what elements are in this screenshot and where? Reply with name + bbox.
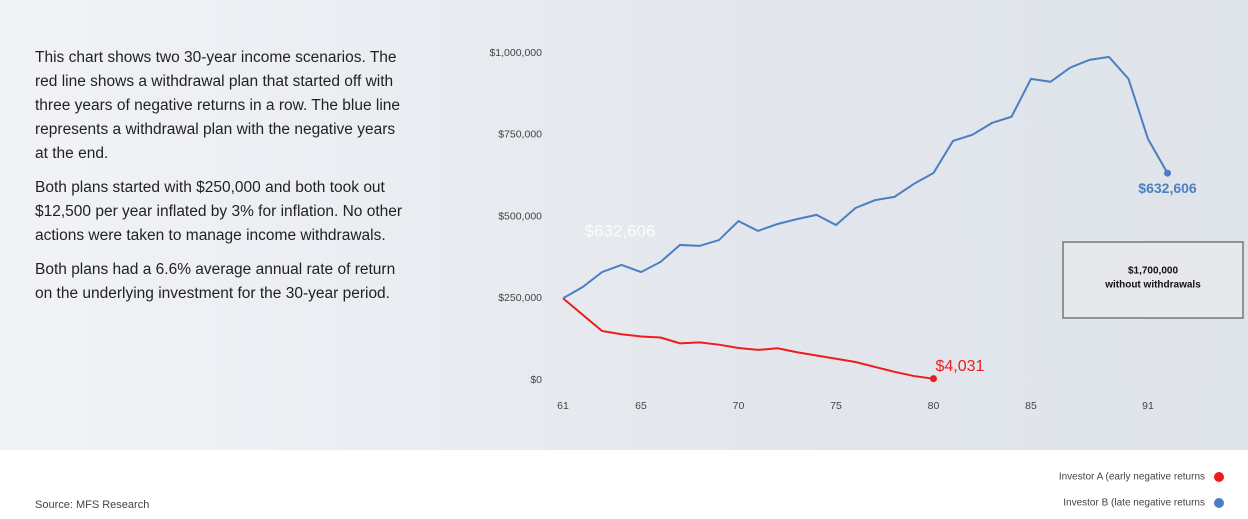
value-label: $4,031	[936, 358, 985, 375]
x-tick-label: 80	[928, 400, 940, 412]
annotation-box	[1062, 241, 1244, 319]
x-tick-label: 75	[830, 400, 842, 412]
legend-marker	[1214, 472, 1224, 482]
x-tick-label: 70	[733, 400, 745, 412]
x-tick-label: 91	[1142, 400, 1154, 412]
x-tick-label: 85	[1025, 400, 1037, 412]
annotation: without withdrawals	[1104, 280, 1201, 291]
source: Source: MFS Research	[35, 499, 149, 511]
series-line	[562, 55, 1169, 300]
x-tick-label: 65	[635, 400, 647, 412]
annotation: $1,700,000	[1128, 266, 1178, 277]
paragraph: Both plans started with $250,000 and bot…	[35, 179, 403, 244]
legend-label: Investor A (early negative returns	[1059, 472, 1205, 483]
series-line	[562, 297, 934, 380]
value-label: $632,606	[1138, 180, 1197, 196]
paragraph: Both plans had a 6.6% average annual rat…	[35, 261, 396, 302]
legend-label: Investor B (late negative returns	[1063, 498, 1205, 509]
x-tick-label: 61	[557, 400, 569, 412]
y-tick-label: $250,000	[498, 292, 542, 304]
end-point	[930, 375, 937, 383]
paragraph: This chart shows two 30-year income scen…	[35, 49, 401, 162]
y-tick-label: $1,000,000	[489, 47, 542, 59]
y-tick-label: $500,000	[498, 210, 542, 222]
panel	[0, 0, 1248, 450]
y-tick-label: $0	[530, 374, 542, 386]
y-tick-label: $750,000	[498, 129, 542, 141]
legend-marker	[1214, 498, 1224, 508]
description: This chart shows two 30-year income scen…	[35, 46, 405, 316]
end-point	[1164, 169, 1171, 177]
ghost-label: $632,606	[585, 221, 656, 240]
